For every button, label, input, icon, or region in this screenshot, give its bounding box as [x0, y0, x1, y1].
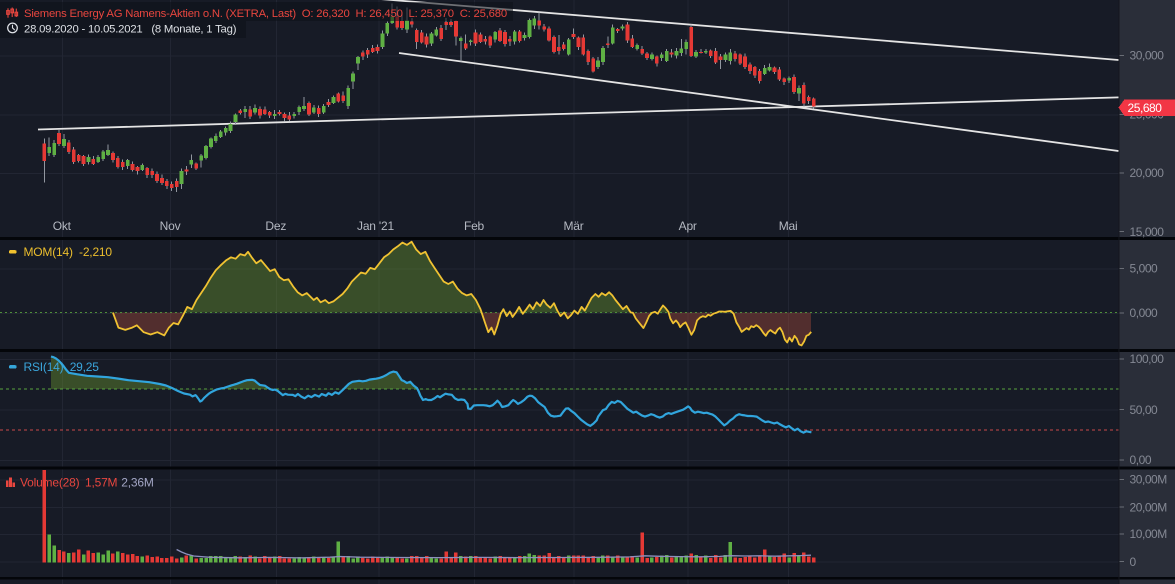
svg-text:Dez: Dez: [265, 219, 286, 233]
svg-text:20,00M: 20,00M: [1130, 500, 1168, 514]
svg-text:Siemens Energy AG Namens-Aktie: Siemens Energy AG Namens-Aktien o.N. (XE…: [24, 8, 507, 20]
svg-text:Mai: Mai: [779, 219, 798, 233]
svg-text:30,000: 30,000: [1130, 49, 1165, 63]
svg-text:RSI(14) 29,25: RSI(14) 29,25: [24, 360, 100, 374]
svg-text:Apr: Apr: [679, 219, 697, 233]
svg-text:Jan '21: Jan '21: [357, 219, 394, 233]
svg-text:0,00: 0,00: [1130, 453, 1152, 467]
svg-text:20,000: 20,000: [1130, 166, 1165, 180]
svg-text:Feb: Feb: [464, 219, 485, 233]
svg-text:Mär: Mär: [563, 219, 583, 233]
svg-text:0: 0: [1130, 555, 1137, 569]
svg-text:2,36M: 2,36M: [121, 476, 154, 490]
svg-text:Okt: Okt: [53, 219, 72, 233]
svg-text:Nov: Nov: [160, 219, 181, 233]
svg-text:10,00M: 10,00M: [1130, 527, 1168, 541]
svg-text:100,00: 100,00: [1130, 352, 1165, 366]
svg-text:0,000: 0,000: [1130, 306, 1159, 320]
svg-text:25,680: 25,680: [1128, 101, 1163, 115]
svg-text:15,000: 15,000: [1130, 225, 1165, 239]
svg-text:5,000: 5,000: [1130, 262, 1159, 276]
svg-text:50,00: 50,00: [1130, 403, 1159, 417]
svg-text:MOM(14) -2,210: MOM(14) -2,210: [24, 245, 113, 259]
svg-text:28.09.2020 - 10.05.2021 (8 M: 28.09.2020 - 10.05.2021 (8 Monate, 1 Tag…: [24, 24, 237, 36]
svg-text:1,57M: 1,57M: [85, 476, 118, 490]
svg-text:Volume(28): Volume(28): [20, 476, 80, 490]
svg-text:30,00M: 30,00M: [1130, 473, 1168, 487]
